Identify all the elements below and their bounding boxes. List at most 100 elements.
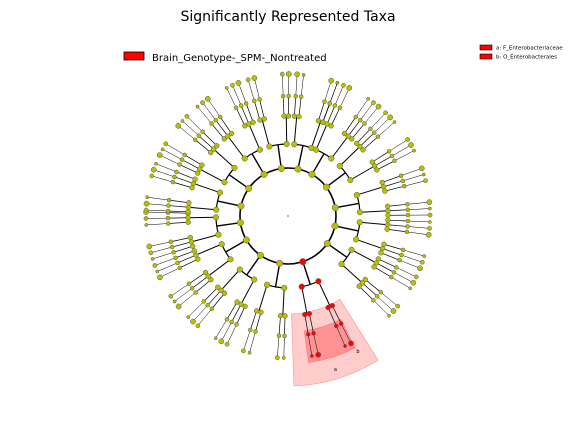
genus-node [186,315,191,319]
class-node [241,155,248,162]
clade-legend-swatch-b [479,53,493,60]
branch-line [274,263,281,288]
class-line [195,243,222,256]
family-node [182,152,187,158]
genus-node [230,82,235,88]
class-node [213,206,220,213]
family-node [224,317,230,322]
family-line [157,262,178,272]
family-node [400,178,406,184]
order-line [177,254,197,264]
genus-node [143,216,149,221]
order-line [308,313,314,334]
class-line [355,238,383,250]
family-line [182,120,199,136]
class-line [310,121,322,149]
root-node [287,215,289,217]
branch-line [228,174,250,190]
family-line [147,196,170,201]
class-node [281,284,288,291]
phylum-node [294,165,302,173]
genus-node [204,95,211,102]
family-line [403,249,425,257]
order-line [330,107,341,126]
family-node [357,117,363,123]
family-node [166,197,172,203]
order-line [387,228,407,233]
family-node [293,94,298,99]
family-node [282,333,287,339]
genus-node [341,82,346,88]
genus-node [163,141,169,147]
family-line [153,169,175,178]
family-line [154,257,176,266]
order-line [168,205,189,208]
order-line [387,209,408,212]
class-node [216,189,223,196]
phylum-node [308,170,316,178]
order-line [362,136,379,151]
order-line [249,310,257,331]
family-node [386,149,392,154]
order-node [202,269,209,276]
class-line [339,146,361,167]
class-line [258,284,268,312]
family-line [407,220,430,223]
genus-node [175,123,182,129]
order-line [253,100,261,121]
order-node [185,219,191,225]
family-line [283,335,285,358]
order-line [284,315,286,336]
order-line [376,262,395,273]
family-node [201,299,206,304]
order-line [202,131,218,147]
order-node [385,212,391,218]
phylum-node [331,222,339,230]
genus-node [157,274,163,281]
order-line [175,250,195,259]
family-line [221,321,232,342]
genus-node [412,148,416,153]
class-node [215,231,222,238]
class-line [315,123,328,150]
order-line [378,258,397,268]
family-node [337,105,343,111]
order-line [211,123,225,140]
order-line [294,96,297,117]
family-line [402,174,424,182]
order-line [327,307,337,327]
genus-node [310,354,314,358]
family-line [407,201,430,205]
order-node [371,163,378,169]
genus-node [421,172,426,177]
phylum-node [242,236,250,244]
genus-node [172,299,177,304]
order-line [298,96,302,117]
family-line [370,112,386,129]
genus-node [245,77,251,83]
order-line [387,203,408,207]
order-node [306,311,312,317]
group-legend-label: Brain_Genotype-_SPM-_Nontreated [152,53,327,64]
genus-node [156,152,163,158]
genus-node [301,73,306,77]
class-line [199,168,225,183]
class-node [256,146,263,153]
class-line [220,269,241,291]
class-node [291,141,298,148]
class-node [227,256,234,263]
genus-node [375,103,382,110]
family-node [172,174,177,180]
family-line [400,168,422,176]
family-line [188,301,204,318]
clade-label-b: b [356,349,359,355]
order-line [236,306,246,325]
family-line [232,85,242,106]
order-line [179,258,198,269]
genus-node [419,259,425,265]
family-node [276,333,282,338]
class-line [240,279,255,305]
genus-node [405,137,410,142]
order-line [184,154,203,166]
cladogram-tree: ab [143,71,433,387]
